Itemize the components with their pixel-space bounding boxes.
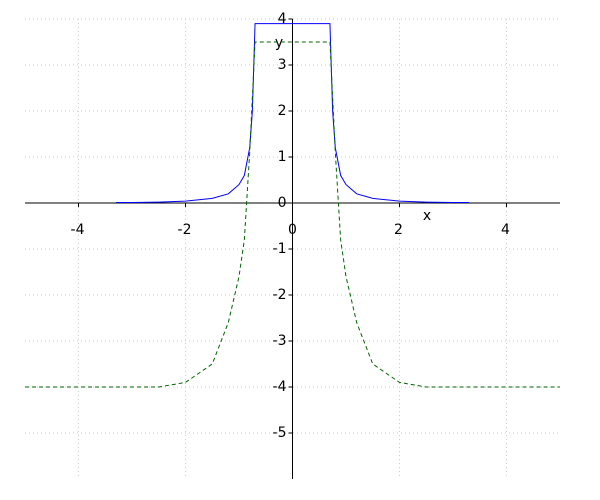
x-tick-label: 2 xyxy=(394,222,403,238)
x-axis-label: x xyxy=(423,208,431,224)
y-tick-label: -4 xyxy=(273,379,287,395)
y-axis-label: y xyxy=(275,35,283,51)
data-line xyxy=(115,23,470,204)
y-tick-label: 2 xyxy=(278,103,287,119)
x-tick-label: -4 xyxy=(71,222,85,238)
y-tick-label: -1 xyxy=(273,241,287,257)
y-tick-label: 0 xyxy=(278,195,287,211)
x-tick-label: -2 xyxy=(178,222,192,238)
y-tick-label: 3 xyxy=(278,57,287,73)
y-tick-label: 4 xyxy=(278,11,287,27)
y-tick-label: -5 xyxy=(273,425,287,441)
y-tick-label: -2 xyxy=(273,287,287,303)
x-tick-label: 0 xyxy=(288,222,297,238)
plot-area xyxy=(25,23,560,388)
x-tick-label: 4 xyxy=(501,222,510,238)
y-tick-label: -3 xyxy=(273,333,287,349)
y-tick-label: 1 xyxy=(278,149,287,165)
